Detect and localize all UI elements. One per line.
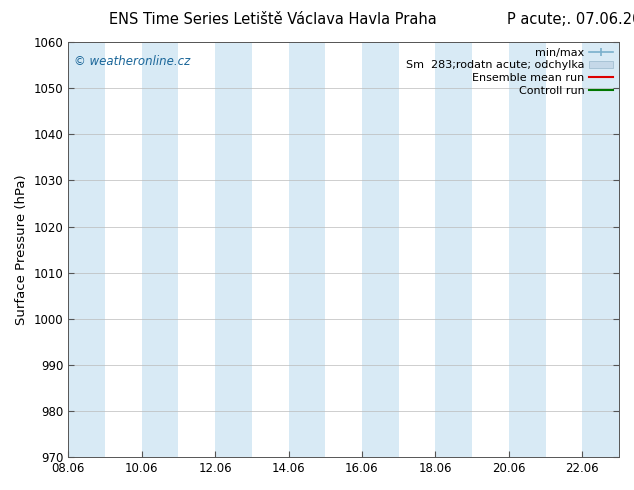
Bar bbox=[362, 42, 399, 457]
Text: ENS Time Series Letiště Václava Havla Praha: ENS Time Series Letiště Václava Havla Pr… bbox=[109, 12, 436, 27]
Bar bbox=[582, 42, 619, 457]
Text: P acute;. 07.06.2024 19 UTC: P acute;. 07.06.2024 19 UTC bbox=[507, 12, 634, 27]
Legend: min/max, Sm  283;rodatn acute; odchylka, Ensemble mean run, Controll run: min/max, Sm 283;rodatn acute; odchylka, … bbox=[406, 48, 614, 96]
Text: © weatheronline.cz: © weatheronline.cz bbox=[74, 54, 190, 68]
Y-axis label: Surface Pressure (hPa): Surface Pressure (hPa) bbox=[15, 174, 28, 325]
Bar bbox=[288, 42, 325, 457]
Bar bbox=[68, 42, 105, 457]
Bar bbox=[141, 42, 178, 457]
Bar bbox=[509, 42, 545, 457]
Bar bbox=[436, 42, 472, 457]
Bar bbox=[215, 42, 252, 457]
